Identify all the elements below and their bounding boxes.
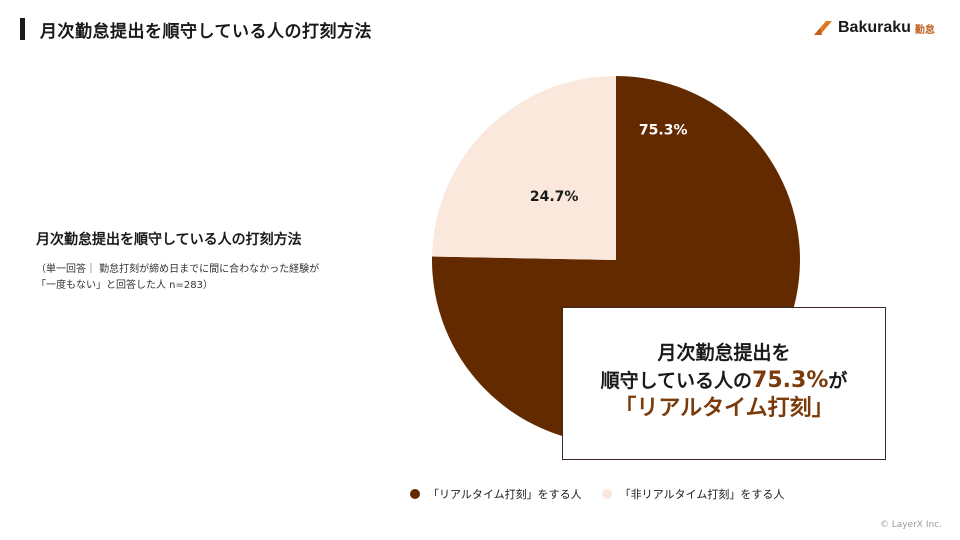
legend-item-non-realtime: 「非リアルタイム打刻」をする人 xyxy=(601,486,785,502)
callout-line-1: 月次勤怠提出を xyxy=(657,342,791,364)
callout-line-3: 「リアルタイム打刻」 xyxy=(614,396,834,421)
copyright: © LayerX Inc. xyxy=(879,520,942,530)
callout-text: 順守している人の xyxy=(600,370,753,392)
legend-swatch-non-realtime xyxy=(601,489,612,499)
title-accent-bar xyxy=(20,18,25,40)
callout-text: が xyxy=(828,370,848,392)
legend-swatch-realtime xyxy=(410,489,420,499)
legend-label: 「非リアルタイム打刻」をする人 xyxy=(619,488,785,501)
logo-product: 勤怠 xyxy=(914,24,935,36)
pie-label-realtime: 75.3% xyxy=(639,122,688,138)
callout-box: 月次勤怠提出を 順守している人の75.3%が 「リアルタイム打刻」 xyxy=(562,307,886,460)
chart-note-line: （単一回答｜ 勤怠打刻が締め日までに間に合わなかった経験が xyxy=(36,264,320,275)
legend-item-realtime: 「リアルタイム打刻」をする人 xyxy=(410,486,582,502)
chart-note-line: 「一度もない」と回答した人 n=283） xyxy=(36,280,213,291)
chart-title: 月次勤怠提出を順守している人の打刻方法 xyxy=(36,232,302,248)
slide-title: 月次勤怠提出を順守している人の打刻方法 xyxy=(40,22,372,42)
pie-slice-non-realtime xyxy=(432,76,616,260)
brand-logo: Bakuraku 勤怠 xyxy=(812,18,935,38)
legend-label: 「リアルタイム打刻」をする人 xyxy=(428,488,582,501)
chart-legend: 「リアルタイム打刻」をする人 「非リアルタイム打刻」をする人 xyxy=(410,486,804,502)
chart-note: （単一回答｜ 勤怠打刻が締め日までに間に合わなかった経験が 「一度もない」と回答… xyxy=(36,262,396,294)
logo-wordmark: Bakuraku xyxy=(838,19,911,36)
callout-highlight-value: 75.3% xyxy=(752,368,829,393)
bakuraku-logo-icon xyxy=(814,21,832,35)
pie-label-non-realtime: 24.7% xyxy=(530,189,579,205)
callout-line-2: 順守している人の75.3%が xyxy=(563,367,885,395)
